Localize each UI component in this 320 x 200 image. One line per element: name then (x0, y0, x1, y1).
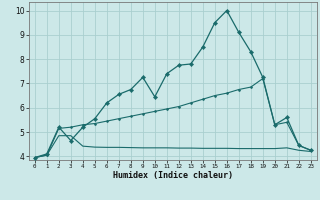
X-axis label: Humidex (Indice chaleur): Humidex (Indice chaleur) (113, 171, 233, 180)
